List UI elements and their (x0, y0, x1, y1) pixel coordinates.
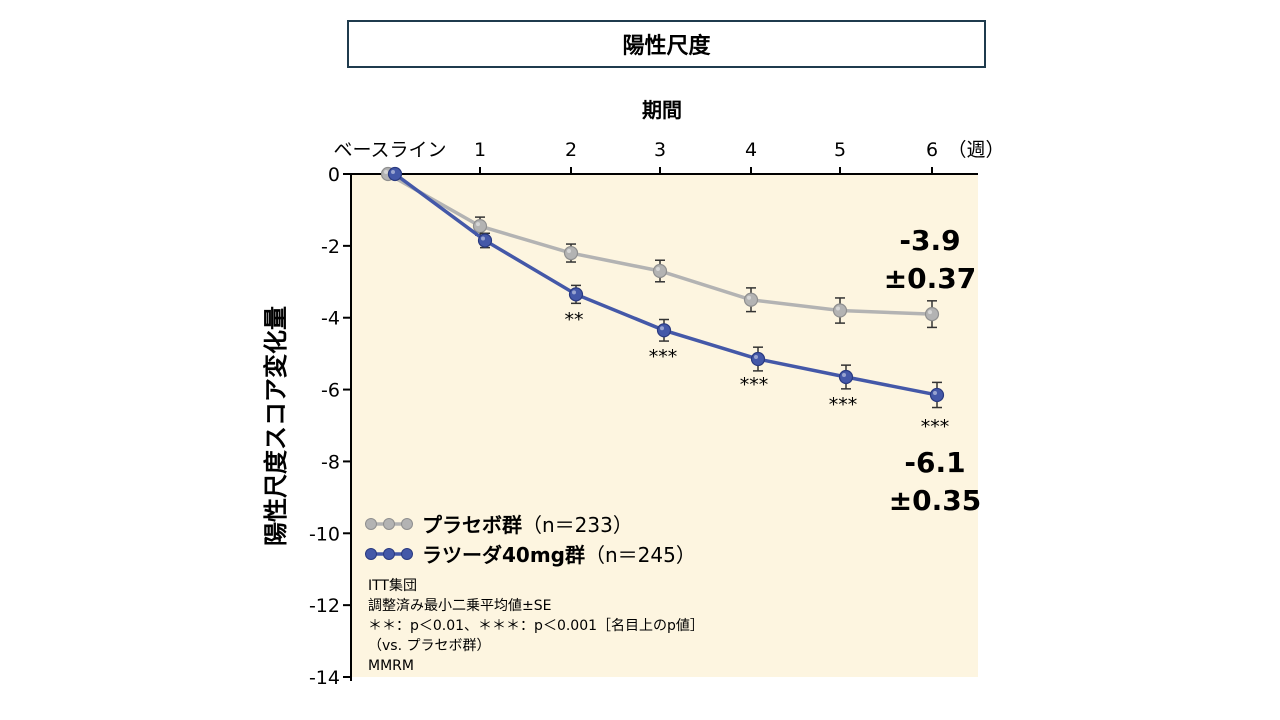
legend-marker (401, 548, 413, 560)
data-point (477, 233, 493, 248)
drug-end-se: ±0.35 (889, 484, 982, 517)
axes: ベースライン 1 2 3 4 5 6 （週） 期間 0 -2 -4 -6 -8 -10 -12 -14 陽性尺度ス… (262, 98, 1005, 689)
data-point (652, 263, 668, 279)
data-point-highlight (391, 170, 395, 174)
y-tick-label: -2 (321, 236, 340, 258)
x-tick-label: 2 (565, 139, 577, 161)
data-point (563, 245, 579, 261)
data-point-highlight (656, 267, 660, 272)
footnote-line: ITT集団 (368, 577, 417, 594)
series-layer (380, 166, 945, 409)
significance-label: *** (740, 374, 769, 396)
data-point-highlight (567, 249, 571, 254)
footnote-line: 調整済み最小二乗平均値±SE (368, 598, 551, 614)
significance-label: *** (921, 416, 950, 438)
data-point (838, 369, 854, 385)
legend-marker (365, 548, 377, 560)
data-point-highlight (836, 306, 840, 311)
data-point-highlight (572, 290, 576, 295)
series-latuda (387, 166, 945, 409)
series-placebo (380, 166, 940, 329)
placebo-end-se: ±0.37 (884, 262, 977, 295)
y-tick-label: -6 (321, 380, 340, 402)
legend-label: ラツーダ40mg群（n＝245） (422, 543, 696, 567)
legend-item-placebo: プラセボ群（n＝233） (365, 513, 633, 537)
y-axis-title: 陽性尺度スコア変化量 (262, 306, 290, 546)
data-point-highlight (842, 372, 846, 377)
placebo-end-value: -3.9 (899, 224, 960, 257)
data-point-highlight (754, 355, 758, 360)
data-point-highlight (747, 295, 751, 300)
legend-marker (383, 518, 395, 530)
significance-label: ** (565, 309, 584, 331)
data-point (743, 292, 759, 307)
x-tick-label: 6 (926, 139, 938, 161)
data-point-highlight (476, 222, 480, 227)
plot-background (351, 174, 978, 677)
data-point (750, 351, 766, 367)
data-point (472, 218, 488, 234)
footnote-line: ＊＊：p＜0.01、＊＊＊：p＜0.001［名目上のp値］ (368, 618, 704, 634)
data-point (929, 387, 945, 403)
x-tick-label: 3 (654, 139, 666, 161)
legend-label: プラセボ群（n＝233） (422, 513, 633, 537)
significance-label: *** (649, 346, 678, 368)
legend-marker (383, 548, 395, 560)
data-point-highlight (933, 390, 937, 395)
data-point (387, 166, 403, 182)
data-point-highlight (660, 326, 664, 331)
footnote-line: （vs. プラセボ群） (368, 638, 490, 654)
x-unit-label: （週） (947, 139, 1004, 161)
data-point-highlight (384, 170, 388, 174)
y-tick-label: -4 (321, 308, 340, 330)
labels-layer: **************-3.9±0.37-6.1±0.35プラセボ群（n＝… (365, 224, 982, 674)
legend-marker (365, 518, 377, 530)
y-tick-label: -12 (309, 595, 340, 617)
data-point (656, 323, 672, 338)
x-tick-label: 1 (474, 139, 486, 161)
data-point-highlight (481, 236, 485, 241)
x-tick-label: 4 (745, 139, 757, 161)
data-point (924, 307, 940, 322)
drug-end-value: -6.1 (904, 446, 965, 479)
chart-title: 陽性尺度 (347, 20, 986, 68)
footnote-line: MMRM (368, 658, 414, 674)
y-tick-label: -8 (321, 451, 340, 473)
y-tick-label: 0 (328, 164, 340, 186)
legend-item-latuda: ラツーダ40mg群（n＝245） (365, 543, 696, 567)
legend-marker (401, 518, 413, 530)
significance-label: *** (829, 394, 858, 416)
x-tick-label: ベースライン (333, 139, 446, 161)
x-tick-label: 5 (834, 139, 846, 161)
y-tick-label: -10 (309, 523, 340, 545)
data-point-highlight (928, 310, 932, 315)
data-point (832, 303, 848, 318)
x-axis-title: 期間 (642, 98, 682, 122)
data-point (568, 287, 584, 302)
y-tick-label: -14 (309, 667, 340, 689)
